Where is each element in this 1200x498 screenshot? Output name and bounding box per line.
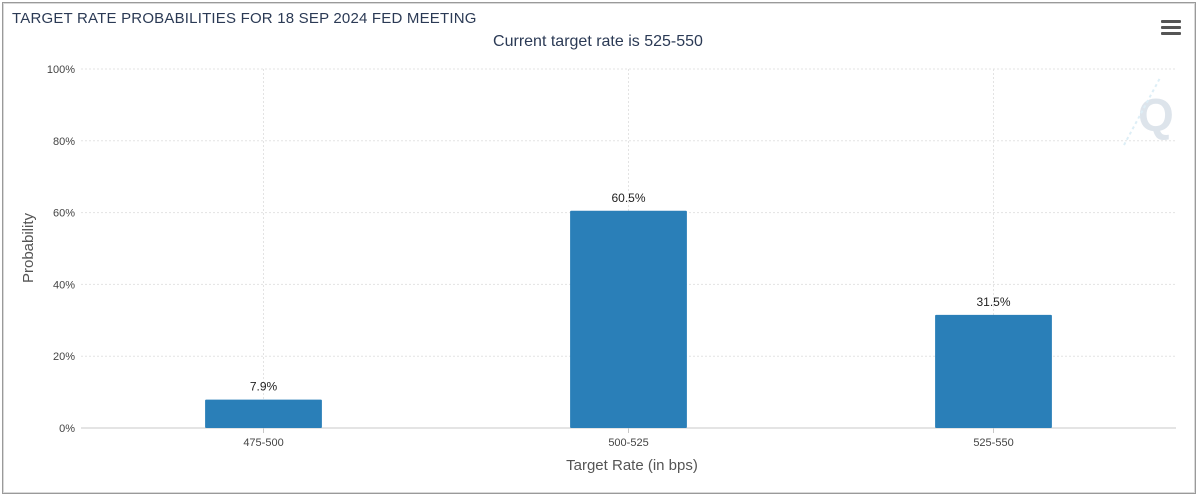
y-tick-label: 80% [53, 136, 75, 148]
data-label: 60.5% [611, 191, 645, 205]
x-tick-label: 500-525 [608, 437, 648, 449]
data-label: 31.5% [976, 295, 1010, 309]
svg-text:Q: Q [1138, 89, 1174, 141]
y-tick-label: 60% [53, 208, 75, 220]
x-axis-title: Target Rate (in bps) [566, 457, 698, 474]
y-tick-label: 20% [53, 351, 75, 363]
y-tick-label: 0% [59, 423, 75, 435]
x-tick-label: 525-550 [973, 437, 1013, 449]
chart-title: TARGET RATE PROBABILITIES FOR 18 SEP 202… [12, 10, 477, 27]
bar-525-550[interactable] [935, 314, 1052, 428]
y-axis-title: Probability [20, 212, 37, 283]
y-tick-label: 100% [47, 64, 75, 76]
bar-475-500[interactable] [205, 399, 322, 428]
x-tick-label: 475-500 [243, 437, 283, 449]
chart-subtitle: Current target rate is 525-550 [493, 33, 703, 50]
y-tick-label: 40% [53, 279, 75, 291]
data-label: 7.9% [250, 380, 278, 394]
bar-500-525[interactable] [570, 210, 687, 428]
q-logo-watermark: Q [1123, 77, 1174, 146]
hamburger-menu-icon[interactable] [1161, 20, 1181, 36]
